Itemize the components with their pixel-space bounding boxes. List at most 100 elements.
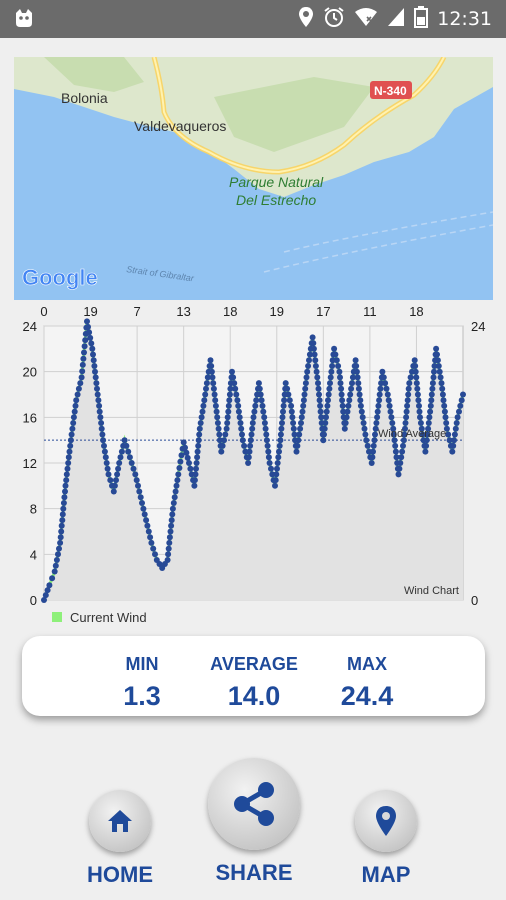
wind-data-point: [126, 454, 133, 461]
wind-data-point: [168, 522, 175, 529]
home-button-circle[interactable]: [89, 790, 151, 852]
wind-data-point: [96, 402, 103, 409]
wind-data-point: [344, 408, 351, 415]
wind-data-point: [276, 448, 282, 455]
wind-data-point: [304, 368, 311, 375]
wind-data-point: [148, 539, 155, 546]
wind-data-point: [230, 374, 237, 381]
wind-data-point: [58, 528, 65, 535]
wind-data-point: [253, 397, 260, 404]
map-label[interactable]: MAP: [361, 862, 411, 887]
wind-data-point: [187, 465, 194, 472]
y-right-tick-label: 24: [471, 319, 485, 334]
wind-data-point: [352, 357, 359, 364]
wind-data-point: [53, 557, 60, 563]
wind-data-point: [284, 385, 291, 392]
google-logo: Google: [22, 265, 98, 290]
wind-data-point: [67, 442, 74, 449]
wind-data-point: [452, 425, 459, 432]
wind-data-point: [236, 414, 243, 421]
wind-data-point: [264, 442, 271, 449]
map-button[interactable]: MAP: [336, 790, 436, 888]
wind-data-point: [372, 431, 378, 438]
wind-data-point: [242, 448, 249, 455]
wind-data-point: [199, 408, 206, 415]
wind-data-point: [440, 397, 447, 404]
legend-current-wind: Current Wind: [70, 610, 147, 625]
wind-data-point: [379, 368, 386, 375]
y-tick-label: 0: [30, 593, 37, 608]
wind-data-point: [202, 391, 209, 398]
home-label[interactable]: HOME: [87, 862, 153, 887]
wind-data-point: [84, 318, 90, 325]
wind-data-point: [95, 397, 102, 404]
wind-data-point: [42, 592, 49, 599]
x-tick-label: 11: [363, 304, 377, 319]
wind-data-point: [272, 477, 279, 484]
wind-data-point: [98, 425, 105, 432]
wind-data-point: [150, 545, 157, 552]
wind-data-point: [358, 408, 365, 415]
share-icon: [234, 782, 274, 826]
wind-data-point: [123, 442, 130, 449]
wind-data-point: [399, 448, 406, 455]
wind-data-point: [231, 380, 238, 387]
home-button[interactable]: HOME: [70, 790, 170, 888]
wind-data-point: [392, 442, 399, 449]
wind-data-point: [460, 391, 466, 398]
wind-data-point: [332, 351, 339, 358]
x-tick-label: 19: [270, 304, 284, 319]
wind-data-point: [386, 402, 393, 409]
wind-data-point: [61, 494, 68, 501]
wind-data-point: [349, 374, 356, 381]
wind-data-point: [97, 414, 104, 421]
wind-data-point: [417, 420, 424, 426]
wind-data-point: [361, 425, 368, 432]
wind-data-point: [101, 448, 108, 455]
wind-data-point: [280, 402, 287, 409]
wind-data-point: [90, 351, 96, 358]
wind-data-point: [200, 402, 207, 409]
map-view[interactable]: Bolonia Valdevaqueros Parque Natural Del…: [14, 57, 493, 300]
wind-data-point: [208, 363, 215, 369]
wind-data-point: [191, 477, 198, 484]
share-button-circle[interactable]: [208, 758, 300, 850]
wind-data-point: [382, 380, 389, 387]
wind-data-point: [437, 374, 444, 381]
wind-data-point: [280, 408, 286, 415]
y-tick-label: 4: [30, 547, 37, 562]
wind-data-point: [77, 380, 84, 387]
wind-data-point: [387, 408, 394, 415]
share-label[interactable]: SHARE: [215, 860, 293, 885]
wind-data-point: [70, 420, 77, 426]
wind-data-point: [431, 363, 438, 369]
wind-data-point: [433, 345, 440, 352]
wind-data-point: [170, 500, 177, 506]
wifi-icon: [355, 8, 377, 26]
wind-data-point: [208, 368, 215, 375]
share-button[interactable]: SHARE: [204, 758, 304, 886]
status-bar: 12:31: [0, 0, 506, 38]
wind-data-point: [169, 511, 176, 518]
wind-data-point: [449, 448, 456, 455]
wind-data-point: [337, 380, 344, 387]
wind-data-point: [453, 420, 460, 426]
map-button-circle[interactable]: [355, 790, 417, 852]
wind-data-point: [353, 363, 360, 369]
wind-data-point: [404, 397, 411, 404]
wind-data-point: [443, 425, 450, 432]
status-time: 12:31: [437, 8, 492, 30]
wind-data-point: [73, 397, 80, 404]
wind-data-point: [175, 471, 182, 478]
legend-swatch-current-wind: [52, 612, 62, 622]
wind-data-point: [111, 482, 118, 489]
wind-data-point: [414, 391, 421, 398]
wind-data-point: [203, 385, 209, 392]
wind-data-point: [395, 471, 402, 478]
stat-max-label: MAX: [347, 654, 387, 674]
wind-data-point: [263, 437, 270, 444]
wind-data-point: [434, 351, 440, 358]
wind-data-point: [248, 431, 255, 438]
wind-data-point: [345, 402, 352, 409]
